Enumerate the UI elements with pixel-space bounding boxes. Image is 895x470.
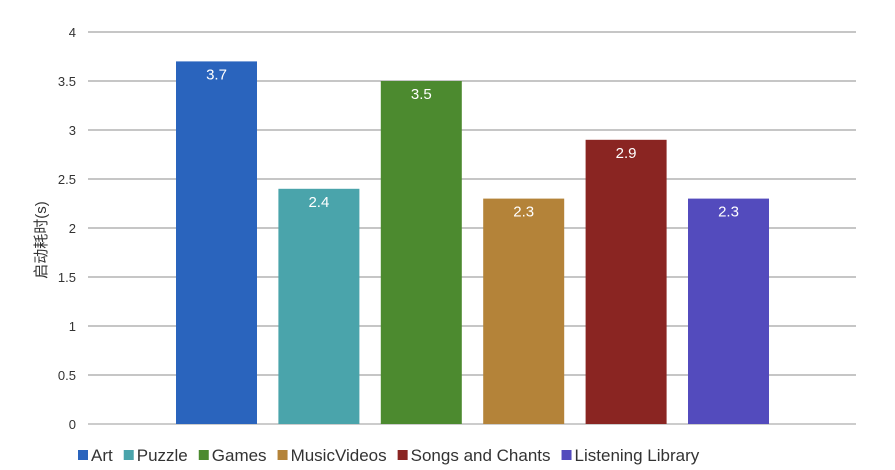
data-labels: 3.7 2.4 3.5 2.3 2.9 2.3 bbox=[206, 66, 739, 220]
y-tick-label: 4 bbox=[69, 25, 76, 40]
legend-swatch bbox=[198, 450, 209, 460]
legend: Art Puzzle Games MusicVideos Songs and Chant… bbox=[78, 446, 700, 465]
data-label: 3.7 bbox=[206, 66, 227, 83]
bar-games bbox=[380, 81, 462, 424]
legend-swatch bbox=[561, 450, 572, 460]
y-tick-label: 3.5 bbox=[58, 74, 76, 89]
y-tick-label: 0 bbox=[69, 417, 76, 432]
legend-swatch bbox=[78, 450, 88, 460]
legend-swatch bbox=[397, 450, 408, 460]
legend-label: Songs and Chants bbox=[411, 446, 551, 465]
y-axis-label: 启动耗时(s) bbox=[33, 201, 50, 279]
bar-songs-and-chants bbox=[585, 139, 667, 425]
data-label: 3.5 bbox=[411, 86, 432, 103]
data-label: 2.3 bbox=[513, 204, 534, 221]
legend-label: MusicVideos bbox=[291, 446, 387, 465]
bar-listening-library bbox=[688, 198, 769, 424]
y-tick-label: 2 bbox=[69, 221, 76, 236]
legend-label: Art bbox=[91, 446, 113, 465]
y-tick-label: 3 bbox=[69, 123, 76, 138]
legend-swatch bbox=[277, 450, 288, 460]
y-tick-label: 2.5 bbox=[58, 172, 76, 187]
bar-art bbox=[176, 61, 257, 425]
bar-puzzle bbox=[278, 188, 360, 424]
legend-label: Games bbox=[212, 446, 267, 465]
data-label: 2.9 bbox=[616, 145, 637, 162]
legend-label: Listening Library bbox=[575, 446, 700, 465]
legend-label: Puzzle bbox=[137, 446, 188, 465]
bars bbox=[176, 61, 769, 425]
y-tick-label: 1 bbox=[69, 319, 76, 334]
data-label: 2.3 bbox=[718, 204, 739, 221]
bar-musicvideos bbox=[483, 198, 565, 424]
legend-swatch bbox=[123, 450, 134, 460]
y-tick-label: 1.5 bbox=[58, 270, 76, 285]
y-tick-label: 0.5 bbox=[58, 368, 76, 383]
data-label: 2.4 bbox=[308, 194, 329, 211]
y-axis-ticks: 0 0.5 1 1.5 2 2.5 3 3.5 4 bbox=[58, 25, 76, 432]
